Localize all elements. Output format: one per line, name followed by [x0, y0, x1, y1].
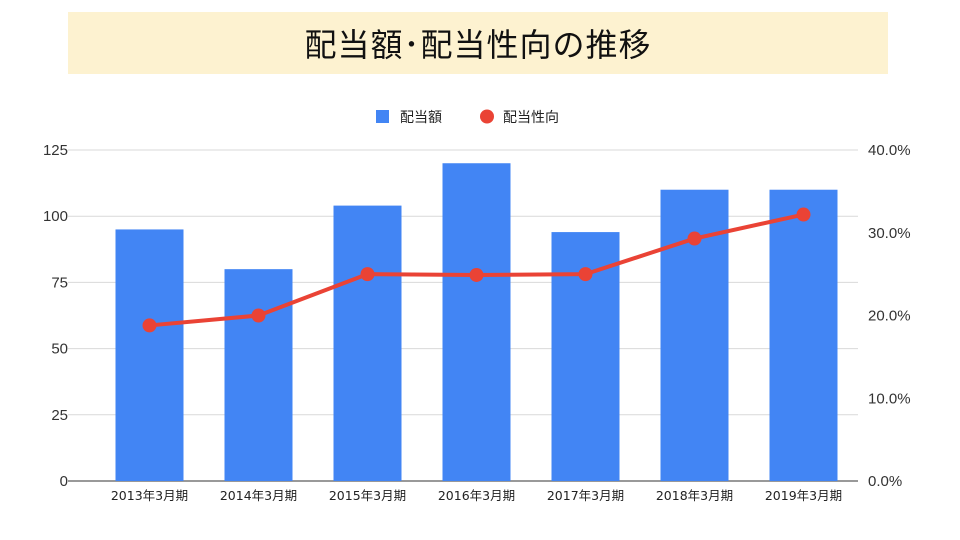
- chart-title: 配当額･配当性向の推移: [304, 26, 652, 64]
- legend-label-bar: 配当額: [400, 110, 442, 126]
- y-left-tick-label: 25: [51, 407, 68, 424]
- y-axis-right: 0.0% 10.0% 20.0% 30.0% 40.0%: [868, 142, 911, 490]
- y-left-tick-label: 75: [51, 274, 68, 291]
- line-series: [142, 207, 811, 333]
- line-point: [796, 207, 811, 222]
- y-right-tick-label: 20.0%: [868, 308, 911, 325]
- line-point: [469, 267, 484, 282]
- x-tick-label: 2014年3月期: [220, 488, 297, 503]
- bar: [115, 229, 184, 481]
- y-left-tick-label: 100: [43, 208, 68, 225]
- x-tick-label: 2019年3月期: [765, 488, 842, 503]
- bar: [769, 189, 838, 481]
- title-banner: 配当額･配当性向の推移: [68, 12, 888, 74]
- line-point: [578, 267, 593, 282]
- x-tick-label: 2015年3月期: [329, 488, 406, 503]
- legend-swatch-bar: [376, 110, 389, 123]
- bar: [333, 205, 402, 481]
- y-right-tick-label: 0.0%: [868, 473, 902, 490]
- y-axis-left: 0 25 50 75 100 125: [43, 142, 68, 490]
- y-right-tick-label: 40.0%: [868, 142, 911, 159]
- y-right-tick-label: 10.0%: [868, 390, 911, 407]
- x-tick-label: 2013年3月期: [111, 488, 188, 503]
- legend: 配当額 配当性向: [376, 109, 559, 126]
- y-left-tick-label: 0: [60, 473, 68, 490]
- line-point: [360, 267, 375, 282]
- bar: [224, 269, 293, 481]
- x-tick-label: 2017年3月期: [547, 488, 624, 503]
- bar-series: [115, 163, 838, 482]
- y-right-tick-label: 30.0%: [868, 225, 911, 242]
- x-tick-label: 2016年3月期: [438, 488, 515, 503]
- y-left-tick-label: 50: [51, 341, 68, 358]
- legend-swatch-line: [480, 109, 494, 124]
- x-axis: 2013年3月期 2014年3月期 2015年3月期 2016年3月期 2017年3月期…: [111, 488, 842, 503]
- line-point: [687, 231, 702, 246]
- bar: [442, 163, 511, 482]
- line-point: [251, 308, 266, 323]
- legend-label-line: 配当性向: [503, 110, 559, 126]
- line-point: [142, 318, 157, 333]
- y-left-tick-label: 125: [43, 142, 68, 159]
- x-tick-label: 2018年3月期: [656, 488, 733, 503]
